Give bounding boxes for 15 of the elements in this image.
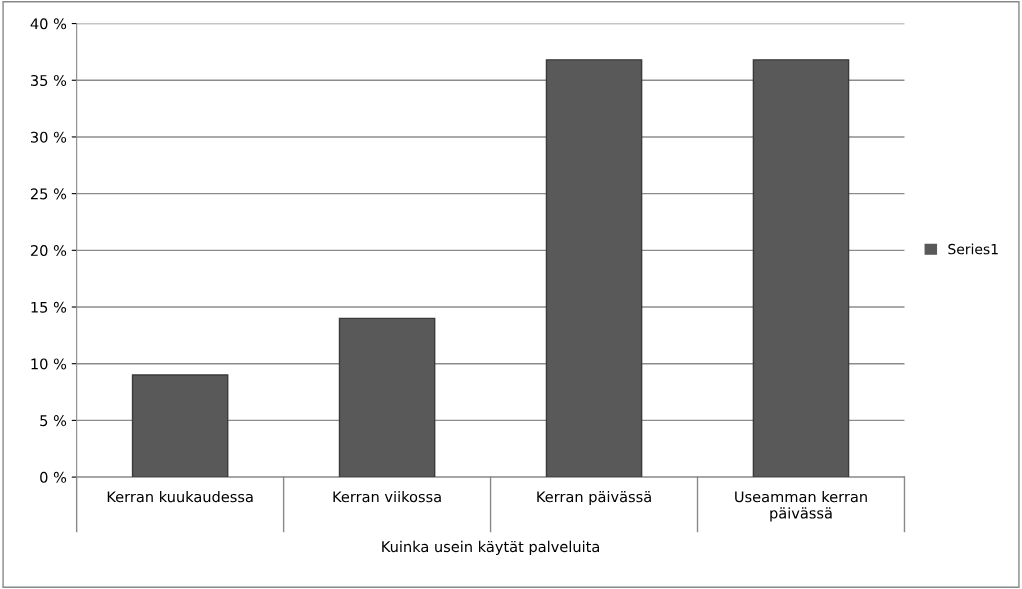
x-axis-title: Kuinka usein käytät palveluita [382,540,599,555]
x-tick-label: Kerran kuukaudessa [107,490,253,503]
x-tick-label: Useamman kerran päivässä [735,490,867,522]
x-tick-label: Kerran päivässä [537,490,651,506]
y-tick-label: 35 % [30,74,67,86]
y-tick-label: 0 % [40,471,67,483]
y-tick-label: 40 % [30,18,67,30]
x-tick-label: Kerran viikossa [333,490,441,503]
y-tick-label: 5 % [40,415,67,427]
y-tick-label: 25 % [30,188,67,200]
legend-label: Series1 [948,243,998,255]
y-tick-label: 30 % [30,131,67,143]
y-tick-label: 15 % [31,301,67,313]
y-tick-label: 10 % [31,358,67,370]
y-tick-label: 20 % [30,245,67,257]
